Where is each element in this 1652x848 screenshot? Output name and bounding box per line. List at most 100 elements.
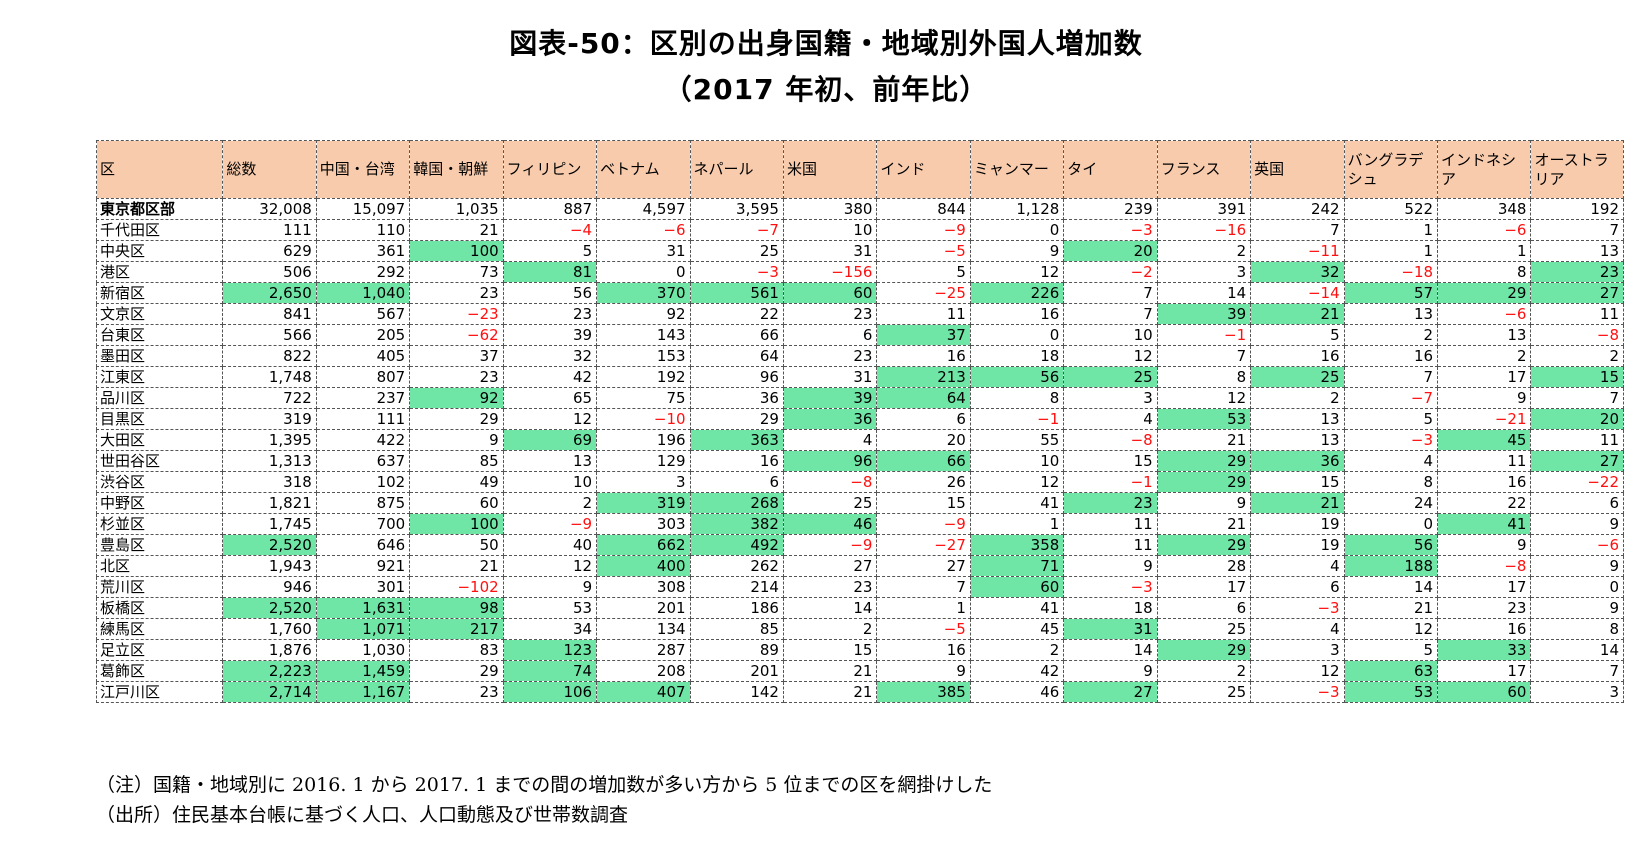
value-cell: −3 <box>689 261 784 283</box>
value-cell: 10 <box>1063 324 1158 346</box>
value-cell: 1,631 <box>315 597 411 619</box>
value-cell: 11 <box>1437 450 1532 472</box>
value-cell: 13 <box>1437 324 1532 346</box>
value-cell: 13 <box>502 450 598 472</box>
value-cell: 1,313 <box>222 450 317 472</box>
table-row: 豊島区 2,520 646 50 40 662 492 −9 −27 358 11 29 19 56 9 −6 <box>95 534 1624 556</box>
value-cell: 12 <box>969 471 1065 493</box>
value-cell: 1,821 <box>222 492 317 514</box>
value-cell: 921 <box>315 555 411 577</box>
table-row: 渋谷区 318 102 49 10 3 6 −8 26 12 −1 29 15 8 16 −22 <box>95 471 1624 493</box>
value-cell: 25 <box>1156 618 1252 640</box>
value-cell: 20 <box>1530 408 1624 430</box>
value-cell: −4 <box>502 219 598 241</box>
ward-name-cell: 文京区 <box>95 303 224 325</box>
value-cell: 10 <box>782 219 878 241</box>
column-header-8: インド <box>876 140 971 199</box>
value-cell: 380 <box>782 198 878 220</box>
value-cell: 2,714 <box>222 681 317 703</box>
table-row: 北区 1,943 921 21 12 400 262 27 27 71 9 28 4 188 −8 9 <box>95 555 1624 577</box>
value-cell: 45 <box>969 618 1065 640</box>
value-cell: −1 <box>969 408 1065 430</box>
value-cell: 42 <box>969 660 1065 682</box>
value-cell: 36 <box>689 387 784 409</box>
footnote-source: （出所）住民基本台帳に基づく人口、人口動態及び世帯数調査 <box>96 804 629 826</box>
value-cell: −8 <box>1530 324 1624 346</box>
value-cell: −9 <box>876 219 971 241</box>
value-cell: 9 <box>1530 555 1624 577</box>
table-row: 中野区 1,821 875 60 2 319 268 25 15 41 23 9 21 24 22 6 <box>95 492 1624 514</box>
value-cell: 4,597 <box>596 198 691 220</box>
value-cell: 0 <box>1343 513 1439 535</box>
value-cell: 226 <box>969 282 1065 304</box>
value-cell: 12 <box>1156 387 1252 409</box>
value-cell: 19 <box>1250 534 1345 556</box>
value-cell: 192 <box>1530 198 1624 220</box>
value-cell: 134 <box>596 618 691 640</box>
column-header-5: ベトナム <box>596 140 691 199</box>
value-cell: 1 <box>1343 240 1439 262</box>
value-cell: 5 <box>502 240 598 262</box>
ward-name-cell: 世田谷区 <box>95 450 224 472</box>
value-cell: 370 <box>596 282 691 304</box>
value-cell: 822 <box>222 345 317 367</box>
value-cell: 21 <box>1156 429 1252 451</box>
value-cell: −9 <box>876 513 971 535</box>
value-cell: 23 <box>1063 492 1158 514</box>
value-cell: −8 <box>782 471 878 493</box>
value-cell: 23 <box>502 303 598 325</box>
value-cell: 60 <box>409 492 504 514</box>
value-cell: 16 <box>876 345 971 367</box>
value-cell: 56 <box>502 282 598 304</box>
value-cell: 153 <box>596 345 691 367</box>
value-cell: 53 <box>1343 681 1439 703</box>
value-cell: 0 <box>596 261 691 283</box>
table-row: 大田区 1,395 422 9 69 196 363 4 20 55 −8 21 13 −3 45 11 <box>95 429 1624 451</box>
value-cell: −18 <box>1343 261 1439 283</box>
value-cell: 11 <box>1530 303 1624 325</box>
table-row: 品川区 722 237 92 65 75 36 39 64 8 3 12 2 −7 9 7 <box>95 387 1624 409</box>
value-cell: 24 <box>1343 492 1439 514</box>
column-header-13: バングラデシュ <box>1343 140 1439 199</box>
table-row: 台東区 566 205 −62 39 143 66 6 37 0 10 −1 5 2 13 −8 <box>95 324 1624 346</box>
value-cell: 55 <box>969 429 1065 451</box>
value-cell: 60 <box>1437 681 1532 703</box>
chart-subtitle: （2017 年初、前年比） <box>663 73 989 106</box>
value-cell: 100 <box>409 513 504 535</box>
header-row: 区総数 中国・台湾 韓国・朝鮮 フィリピン ベトナム ネパール 米国 インド ミャンマー タイ フラ… <box>95 140 1624 199</box>
value-cell: 32 <box>1250 261 1345 283</box>
value-cell: 16 <box>876 639 971 661</box>
value-cell: 2 <box>782 618 878 640</box>
value-cell: 9 <box>876 660 971 682</box>
value-cell: 208 <box>596 660 691 682</box>
value-cell: 239 <box>1063 198 1158 220</box>
value-cell: −62 <box>409 324 504 346</box>
value-cell: 36 <box>1250 450 1345 472</box>
ward-name-cell: 板橋区 <box>95 597 224 619</box>
value-cell: 17 <box>1437 660 1532 682</box>
value-cell: 25 <box>1156 681 1252 703</box>
value-cell: 17 <box>1437 576 1532 598</box>
value-cell: 15 <box>1063 450 1158 472</box>
value-cell: 946 <box>222 576 317 598</box>
value-cell: 39 <box>782 387 878 409</box>
value-cell: 1,167 <box>315 681 411 703</box>
ward-name-cell: 新宿区 <box>95 282 224 304</box>
value-cell: 27 <box>876 555 971 577</box>
value-cell: 9 <box>1530 597 1624 619</box>
value-cell: 646 <box>315 534 411 556</box>
table-row: 江戸川区 2,714 1,167 23 106 407 142 21 385 46 27 25 −3 53… <box>95 681 1624 703</box>
value-cell: 96 <box>689 366 784 388</box>
value-cell: 14 <box>782 597 878 619</box>
value-cell: 53 <box>1156 408 1252 430</box>
value-cell: 188 <box>1343 555 1439 577</box>
value-cell: 85 <box>689 618 784 640</box>
value-cell: −5 <box>876 618 971 640</box>
value-cell: 4 <box>1250 555 1345 577</box>
value-cell: 9 <box>1156 492 1252 514</box>
value-cell: 23 <box>409 282 504 304</box>
value-cell: 106 <box>502 681 598 703</box>
value-cell: 722 <box>222 387 317 409</box>
value-cell: 26 <box>876 471 971 493</box>
value-cell: 12 <box>502 408 598 430</box>
